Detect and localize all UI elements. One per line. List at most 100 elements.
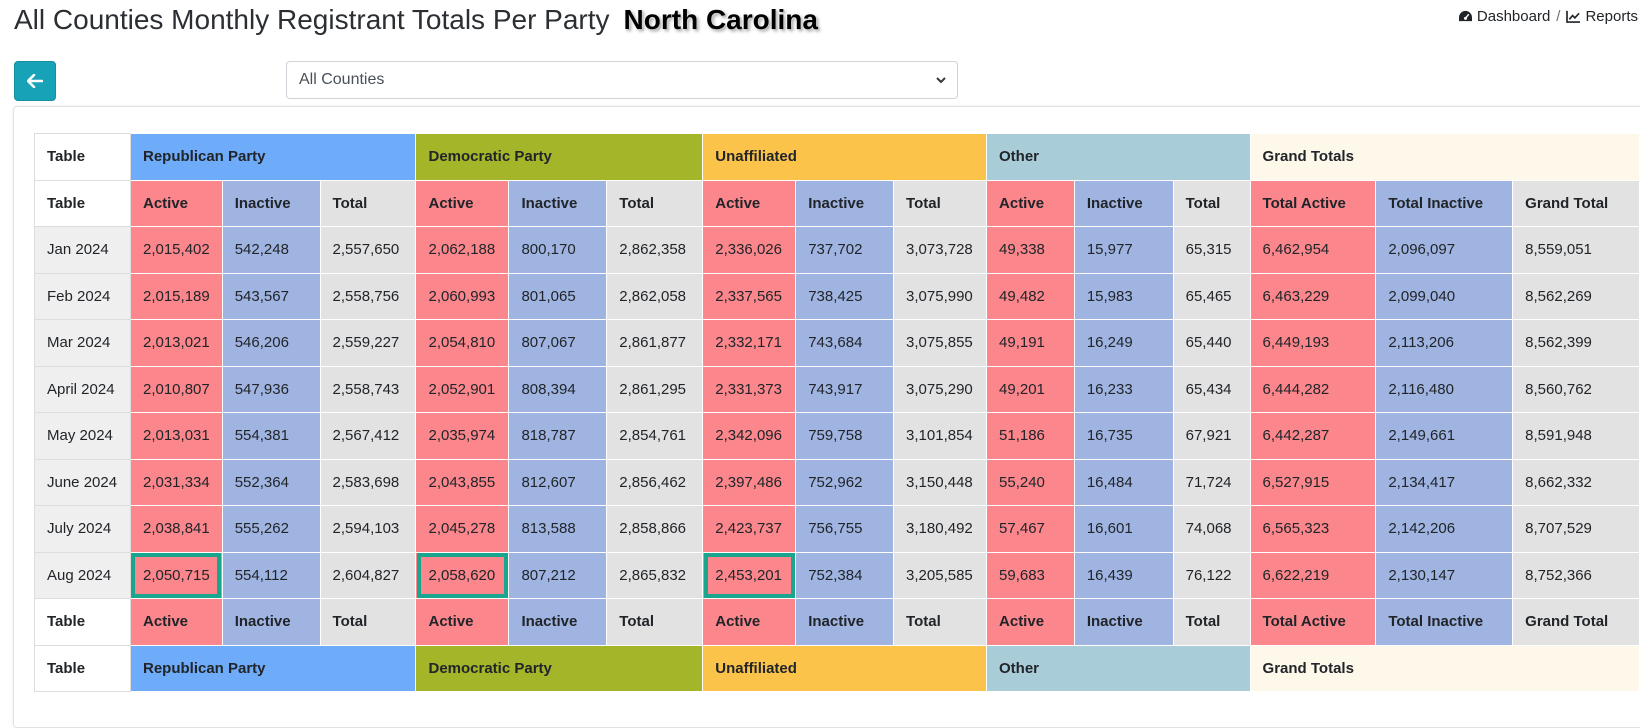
- table-cell: 2,010,807: [129, 365, 223, 413]
- row-month-label: Mar 2024: [34, 319, 131, 367]
- table-cell: 2,861,295: [606, 365, 704, 413]
- table-cell: 74,068: [1172, 505, 1251, 553]
- table-cell: 8,707,529: [1512, 505, 1640, 553]
- table-row: April 2024 2,010,807 547,936 2,558,743 2,052…: [34, 365, 1640, 413]
- column-header: Active: [415, 179, 510, 227]
- table-cell: 2,142,206: [1375, 505, 1514, 553]
- column-header: Total: [319, 179, 417, 227]
- table-cell: 738,425: [795, 272, 895, 320]
- table-cell: 49,201: [986, 365, 1075, 413]
- column-header: Total Inactive: [1375, 179, 1514, 227]
- table-cell: 554,112: [221, 551, 321, 599]
- table-cell: 2,031,334: [129, 458, 223, 506]
- county-select-value: All Counties: [299, 71, 385, 88]
- breadcrumb: Dashboard / Reports: [1458, 8, 1638, 25]
- table-cell: 800,170: [508, 226, 608, 274]
- table-cell: 8,562,269: [1512, 272, 1640, 320]
- column-header: Inactive: [221, 179, 321, 227]
- table-cell: 554,381: [221, 412, 321, 460]
- table-cell: 8,752,366: [1512, 551, 1640, 599]
- party-group-footer-row: Table Republican Party Democratic Party …: [34, 644, 1640, 692]
- table-cell: 16,233: [1073, 365, 1174, 413]
- table-cell: 2,856,462: [606, 458, 704, 506]
- breadcrumb-dashboard-label: Dashboard: [1476, 8, 1551, 25]
- table-cell: 2,013,021: [129, 319, 223, 367]
- column-footer: Inactive: [508, 598, 608, 646]
- table-cell: 16,484: [1073, 458, 1174, 506]
- table-cell: 3,075,290: [893, 365, 988, 413]
- table-cell: 8,562,399: [1512, 319, 1640, 367]
- group-header-other: Other: [986, 133, 1251, 181]
- column-header: Inactive: [508, 179, 608, 227]
- row-month-label: Aug 2024: [34, 551, 131, 599]
- table-row: June 2024 2,031,334 552,364 2,583,698 2,043,…: [34, 458, 1640, 506]
- table-cell: 3,075,855: [893, 319, 988, 367]
- column-footer: Active: [986, 598, 1075, 646]
- table-cell: 2,149,661: [1375, 412, 1514, 460]
- column-footer: Active: [415, 598, 510, 646]
- table-cell: 2,861,877: [606, 319, 704, 367]
- table-cell: 743,684: [795, 319, 895, 367]
- table-cell: 57,467: [986, 505, 1075, 553]
- table-cell: 8,559,051: [1512, 226, 1640, 274]
- column-footer: Total: [1172, 598, 1251, 646]
- column-footer: Active: [129, 598, 223, 646]
- table-cell: 2,604,827: [319, 551, 417, 599]
- row-month-label: July 2024: [34, 505, 131, 553]
- table-cell: 76,122: [1172, 551, 1251, 599]
- table-cell: 2,013,031: [129, 412, 223, 460]
- column-header: Total: [606, 179, 704, 227]
- table-cell: 2,015,402: [129, 226, 223, 274]
- column-footer: Active: [702, 598, 797, 646]
- table-cell: 8,560,762: [1512, 365, 1640, 413]
- table-cell: 16,249: [1073, 319, 1174, 367]
- table-cell: 2,862,058: [606, 272, 704, 320]
- table-cell: 6,463,229: [1249, 272, 1377, 320]
- page-title-text: All Counties Monthly Registrant Totals P…: [14, 4, 610, 35]
- county-select[interactable]: All Counties: [286, 61, 958, 99]
- table-cell: 49,191: [986, 319, 1075, 367]
- page-title: All Counties Monthly Registrant Totals P…: [14, 4, 818, 36]
- column-footer: Inactive: [1073, 598, 1174, 646]
- column-header: Active: [702, 179, 797, 227]
- row-month-label: May 2024: [34, 412, 131, 460]
- table-cell: 51,186: [986, 412, 1075, 460]
- table-cell: 8,662,332: [1512, 458, 1640, 506]
- group-header-grand-totals: Grand Totals: [1249, 133, 1640, 181]
- table-cell: 15,977: [1073, 226, 1174, 274]
- column-footer: Total: [893, 598, 988, 646]
- table-corner-label: Table: [34, 133, 131, 181]
- table-cell: 2,865,832: [606, 551, 704, 599]
- table-cell: 2,559,227: [319, 319, 417, 367]
- table-cell: 2,342,096: [702, 412, 797, 460]
- breadcrumb-dashboard[interactable]: Dashboard: [1458, 8, 1550, 25]
- table-cell: 6,565,323: [1249, 505, 1377, 553]
- back-button[interactable]: [14, 61, 56, 101]
- table-row: July 2024 2,038,841 555,262 2,594,103 2,045,…: [34, 505, 1640, 553]
- group-footer-democratic: Democratic Party: [415, 644, 704, 692]
- table-cell: 65,465: [1172, 272, 1251, 320]
- table-cell: 49,482: [986, 272, 1075, 320]
- arrow-left-icon: [27, 74, 43, 88]
- table-cell: 547,936: [221, 365, 321, 413]
- table-cell: 16,735: [1073, 412, 1174, 460]
- table-cell: 65,315: [1172, 226, 1251, 274]
- table-cell: 3,075,990: [893, 272, 988, 320]
- table-cell: 2,052,901: [415, 365, 510, 413]
- table-cell: 65,434: [1172, 365, 1251, 413]
- table-cell: 59,683: [986, 551, 1075, 599]
- table-row: May 2024 2,013,031 554,381 2,567,412 2,035,9…: [34, 412, 1640, 460]
- group-footer-grand-totals: Grand Totals: [1249, 644, 1640, 692]
- table-row: Jan 2024 2,015,402 542,248 2,557,650 2,062,1…: [34, 226, 1640, 274]
- column-header: Active: [129, 179, 223, 227]
- table-row: Aug 2024 2,050,715 554,112 2,604,827 2,058,6…: [34, 551, 1640, 599]
- breadcrumb-reports[interactable]: Reports: [1566, 8, 1638, 25]
- table-cell: 759,758: [795, 412, 895, 460]
- table-cell: 808,394: [508, 365, 608, 413]
- table-cell: 2,453,201: [702, 551, 797, 599]
- table-cell: 2,113,206: [1375, 319, 1514, 367]
- group-footer-unaffiliated: Unaffiliated: [702, 644, 988, 692]
- table-body: Jan 2024 2,015,402 542,248 2,557,650 2,062,1…: [34, 226, 1640, 599]
- table-cell: 542,248: [221, 226, 321, 274]
- table-cell: 2,558,756: [319, 272, 417, 320]
